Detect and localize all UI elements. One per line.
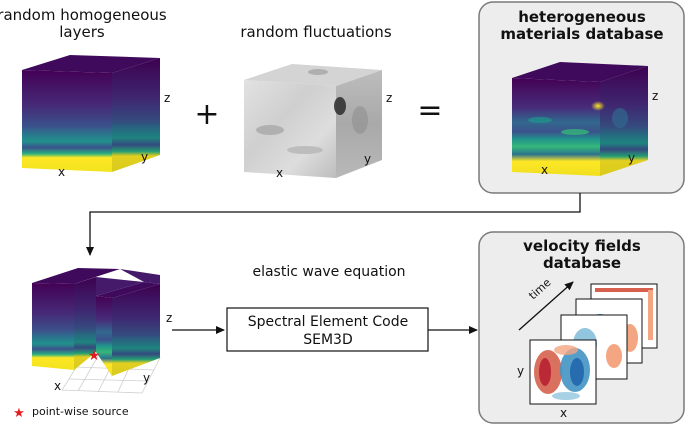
connector-arrow-database-to-simulation [86, 193, 581, 256]
axis-y-label-4: y [143, 371, 150, 385]
velocity-database-title-line2: database [543, 254, 621, 272]
source-legend-label: point-wise source [32, 405, 129, 418]
axis-z-label-3: z [652, 89, 658, 103]
red-star-icon: ★ [13, 406, 25, 421]
materials-database-title-line1: heterogeneous [518, 8, 646, 26]
axis-y-label-5: y [517, 364, 524, 378]
solver-box [226, 307, 429, 352]
velocity-field-stack [529, 283, 658, 405]
homogeneous-title-line1: random homogeneous [0, 6, 167, 24]
axis-z-label-4: z [166, 311, 172, 325]
homogeneous-layers-cube [22, 55, 160, 172]
axis-z-label-1: z [164, 91, 170, 105]
source-star-icon: ★ [88, 348, 101, 364]
axis-x-label-4: x [54, 379, 61, 393]
time-arrow [518, 281, 574, 331]
cutaway-cube-with-source [32, 268, 161, 394]
axis-x-label-3: x [541, 163, 548, 177]
axis-y-label-2: y [364, 152, 371, 166]
solver-name: Spectral Element Code [248, 314, 409, 330]
axis-x-label-2: x [276, 166, 283, 180]
materials-database-title-line2: materials database [500, 25, 663, 43]
axis-x-label-5: x [560, 406, 567, 420]
velocity-database-title-line1: velocity fields [523, 237, 641, 255]
homogeneous-title-line2: layers [59, 23, 105, 41]
axis-y-label-3: y [628, 151, 635, 165]
wave-equation-label: elastic wave equation [252, 264, 405, 280]
random-fluctuations-cube [244, 64, 382, 178]
axis-x-label-1: x [58, 165, 65, 179]
plus-sign: + [194, 97, 219, 132]
axis-y-label-1: y [141, 150, 148, 164]
equals-sign: = [417, 93, 442, 128]
solver-code-name: SEM3D [303, 332, 353, 348]
heterogeneous-materials-cube [512, 62, 648, 176]
axis-z-label-2: z [386, 91, 392, 105]
velocity-frame-1 [529, 339, 597, 405]
fluctuations-title: random fluctuations [240, 23, 391, 41]
